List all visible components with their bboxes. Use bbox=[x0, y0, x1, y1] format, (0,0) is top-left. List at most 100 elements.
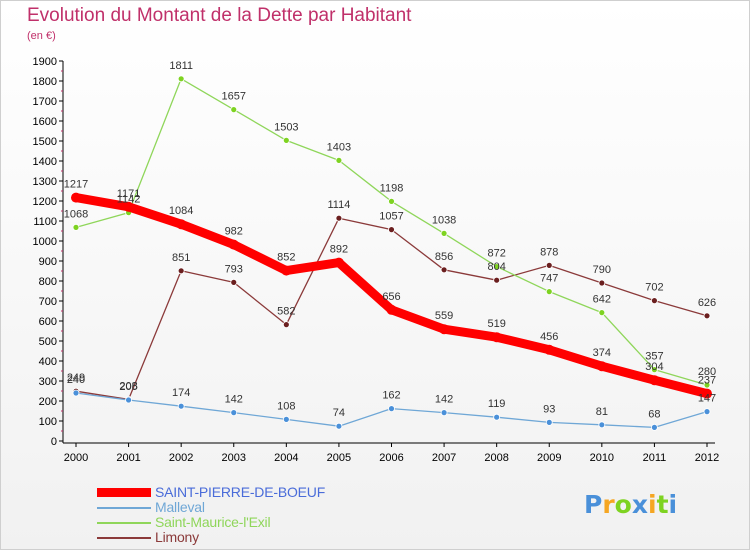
data-label-3: 793 bbox=[225, 263, 243, 275]
series-point-3 bbox=[651, 297, 658, 305]
series-point-2 bbox=[651, 366, 658, 374]
data-label-2: 357 bbox=[645, 351, 663, 363]
series-point-1 bbox=[493, 413, 501, 421]
y-tick-label: 1600 bbox=[33, 116, 57, 128]
data-label-3: 856 bbox=[435, 251, 453, 263]
y-tick-label: 1000 bbox=[33, 236, 57, 248]
data-label-3: 851 bbox=[172, 252, 190, 264]
data-label-0: 656 bbox=[382, 291, 400, 303]
series-point-3 bbox=[177, 267, 185, 275]
data-label-1: 162 bbox=[382, 390, 400, 402]
series-point-2 bbox=[282, 136, 290, 144]
chart-title: Evolution du Montant de la Dette par Hab… bbox=[27, 5, 412, 26]
logo-letter: i bbox=[668, 490, 678, 519]
data-label-0: 1171 bbox=[117, 188, 141, 200]
series-point-3 bbox=[230, 278, 238, 286]
y-tick-label: 1500 bbox=[33, 136, 57, 148]
y-tick-label: 1200 bbox=[33, 196, 57, 208]
series-point-2 bbox=[388, 197, 395, 205]
data-label-3: 208 bbox=[119, 380, 137, 392]
series-point-2 bbox=[230, 106, 238, 113]
y-tick-label: 1800 bbox=[33, 76, 57, 88]
series-point-0 bbox=[281, 265, 292, 276]
data-label-0: 374 bbox=[593, 347, 611, 359]
series-point-0 bbox=[176, 219, 187, 230]
data-label-1: 68 bbox=[648, 408, 660, 420]
legend-label: Malleval bbox=[155, 499, 205, 515]
data-label-1: 108 bbox=[277, 400, 295, 412]
series-point-0 bbox=[491, 332, 502, 343]
series-point-3 bbox=[703, 312, 711, 320]
series-point-0 bbox=[123, 201, 134, 212]
legend-swatch bbox=[97, 488, 151, 497]
series-point-1 bbox=[177, 402, 185, 410]
series-point-3 bbox=[493, 276, 501, 284]
series-point-0 bbox=[439, 324, 450, 335]
series-point-3 bbox=[335, 214, 343, 222]
x-tick-label: 2007 bbox=[432, 452, 456, 464]
data-label-1: 81 bbox=[596, 406, 608, 418]
line-chart: 0 100 200 300 400 500 600 700 800 900 1000 1100 1200… bbox=[33, 56, 720, 464]
data-label-0: 456 bbox=[540, 331, 558, 343]
series-point-1 bbox=[598, 421, 606, 429]
series-point-3 bbox=[282, 321, 290, 329]
y-tick-label: 1300 bbox=[33, 176, 57, 188]
data-label-0: 237 bbox=[698, 375, 716, 387]
logo-letter: r bbox=[602, 490, 615, 519]
data-label-1: 174 bbox=[172, 387, 190, 399]
data-label-2: 280 bbox=[698, 366, 716, 378]
series-point-3 bbox=[545, 261, 553, 269]
series-point-1 bbox=[335, 422, 343, 430]
legend-label: Limony bbox=[155, 529, 199, 545]
data-label-1: 240 bbox=[67, 374, 85, 386]
data-label-2: 1198 bbox=[380, 182, 404, 194]
series-point-2 bbox=[493, 263, 501, 271]
chart-subtitle: (en €) bbox=[27, 30, 56, 42]
x-tick-label: 2003 bbox=[222, 452, 246, 464]
y-tick-label: 1900 bbox=[33, 56, 57, 68]
x-tick-label: 2004 bbox=[274, 452, 298, 464]
series-point-0 bbox=[702, 388, 712, 399]
data-label-1: 142 bbox=[225, 394, 243, 406]
y-tick-label: 100 bbox=[39, 416, 57, 428]
y-tick-label: 400 bbox=[39, 356, 57, 368]
logo-letter: i bbox=[648, 490, 657, 519]
series-point-1 bbox=[72, 389, 80, 397]
proxiti-logo: Proxiti bbox=[584, 490, 677, 519]
x-tick-label: 2000 bbox=[64, 452, 88, 464]
data-label-1: 205 bbox=[119, 381, 137, 393]
data-label-3: 702 bbox=[645, 282, 663, 294]
x-tick-label: 2009 bbox=[537, 452, 561, 464]
x-tick-label: 2010 bbox=[590, 452, 614, 464]
y-tick-label: 600 bbox=[39, 316, 57, 328]
legend-swatch bbox=[97, 537, 151, 539]
x-tick-label: 2002 bbox=[169, 452, 193, 464]
x-tick-label: 2005 bbox=[327, 452, 351, 464]
series-point-0 bbox=[544, 344, 555, 355]
series-point-3 bbox=[598, 279, 606, 287]
logo-letter: o bbox=[614, 490, 632, 519]
series-point-2 bbox=[177, 75, 185, 83]
y-tick-label: 700 bbox=[39, 296, 57, 308]
data-label-3: 249 bbox=[67, 372, 85, 384]
series-point-0 bbox=[386, 304, 397, 315]
data-label-2: 1403 bbox=[327, 141, 351, 153]
data-label-3: 878 bbox=[540, 246, 558, 258]
legend-label: Saint-Maurice-l'Exil bbox=[155, 514, 271, 530]
data-label-1: 74 bbox=[333, 407, 345, 419]
series-point-1 bbox=[703, 408, 711, 416]
series-point-2 bbox=[440, 229, 448, 237]
data-label-2: 1038 bbox=[432, 214, 456, 226]
series-point-1 bbox=[545, 418, 553, 426]
data-label-1: 147 bbox=[698, 393, 716, 405]
series-point-1 bbox=[282, 415, 290, 423]
data-label-0: 892 bbox=[330, 244, 348, 256]
series-point-1 bbox=[125, 396, 132, 404]
series-point-1 bbox=[230, 409, 238, 417]
data-label-3: 582 bbox=[277, 306, 295, 318]
x-tick-label: 2006 bbox=[379, 452, 403, 464]
series-point-1 bbox=[440, 409, 448, 417]
data-label-2: 1142 bbox=[117, 194, 141, 206]
data-label-0: 982 bbox=[225, 226, 243, 238]
